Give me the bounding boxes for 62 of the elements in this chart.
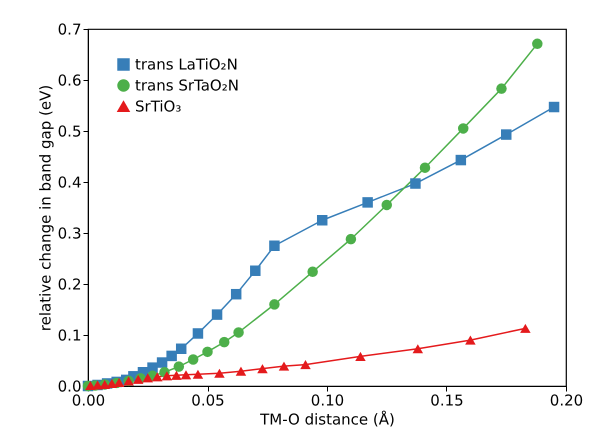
point: [465, 336, 476, 345]
legend-label: trans LaTiO₂N: [135, 56, 238, 74]
point: [156, 357, 168, 368]
point: [114, 378, 124, 387]
point: [233, 327, 244, 338]
point: [307, 266, 318, 277]
point: [410, 178, 421, 189]
point: [180, 370, 192, 380]
y-tick-label: 0.3: [58, 224, 82, 242]
point: [212, 309, 222, 320]
y-tick-label: 0.4: [58, 174, 82, 192]
point: [166, 350, 177, 362]
legend-label: trans SrTaO₂N: [135, 76, 239, 94]
point: [355, 352, 366, 361]
legend-label: SrTiO₃: [135, 98, 182, 116]
x-axis-title: TM-O distance (Å): [259, 410, 395, 428]
point: [501, 129, 512, 140]
point: [456, 154, 466, 166]
point: [230, 288, 242, 300]
y-tick-label: 0.7: [58, 20, 82, 38]
point: [171, 370, 182, 380]
point: [532, 38, 543, 50]
point: [257, 364, 268, 374]
y-tick-label: 0.1: [58, 326, 82, 344]
point: [548, 102, 560, 112]
point: [236, 366, 246, 376]
point: [192, 370, 204, 379]
point: [174, 361, 184, 372]
x-tick-label: 0.20: [550, 392, 584, 410]
y-tick-label: 0.6: [58, 72, 82, 90]
point: [250, 265, 261, 276]
x-tick-label: 0.15: [430, 392, 464, 410]
point: [300, 360, 311, 370]
y-axis-title: relative change in band gap (eV): [36, 84, 55, 332]
point: [412, 344, 424, 354]
point: [520, 324, 531, 333]
point: [214, 368, 225, 378]
point: [346, 234, 356, 244]
point: [458, 123, 468, 134]
y-tick-label: 0.2: [58, 276, 82, 294]
point: [188, 354, 198, 365]
point: [162, 371, 172, 380]
point: [192, 328, 204, 339]
point: [278, 362, 290, 371]
point: [176, 344, 186, 354]
point: [85, 380, 96, 390]
x-tick-label: 0.05: [191, 392, 225, 410]
point: [142, 373, 153, 382]
point: [152, 372, 163, 382]
point: [362, 197, 373, 208]
point: [269, 299, 280, 310]
point: [202, 346, 213, 358]
x-tick-label: 0.10: [310, 392, 344, 410]
point: [106, 378, 118, 388]
point: [496, 83, 507, 94]
point: [420, 162, 430, 173]
point: [382, 200, 392, 210]
point: [269, 240, 280, 251]
point: [132, 374, 144, 384]
point: [316, 215, 328, 226]
y-tick-label: 0.5: [58, 122, 82, 140]
point: [218, 336, 230, 348]
